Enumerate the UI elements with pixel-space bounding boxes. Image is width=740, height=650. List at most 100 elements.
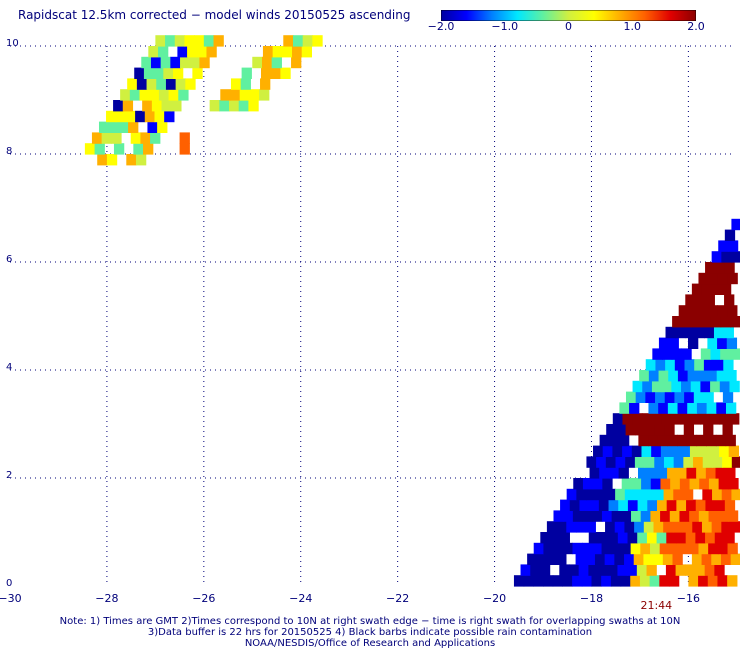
wind-cell <box>679 510 690 522</box>
wind-cell <box>602 445 614 457</box>
wind-cell <box>731 218 740 231</box>
wind-cell <box>675 326 686 339</box>
wind-cell <box>568 564 580 576</box>
wind-cell <box>681 380 692 393</box>
wind-cell <box>566 521 577 533</box>
wind-cell <box>711 251 722 263</box>
wind-cell <box>134 67 145 79</box>
wind-cell <box>639 575 651 587</box>
wind-cell <box>592 478 603 490</box>
wind-difference-cells <box>84 35 740 587</box>
wind-cell <box>523 575 534 587</box>
wind-cell <box>691 553 703 565</box>
wind-cell <box>644 424 656 436</box>
wind-cell <box>704 564 715 576</box>
wind-cell <box>714 564 725 576</box>
wind-cell <box>698 575 709 587</box>
wind-cell <box>696 402 708 414</box>
wind-cell <box>593 445 604 457</box>
wind-cell <box>694 359 705 371</box>
y-tick-label: 4 <box>6 362 13 373</box>
wind-cell <box>158 89 170 101</box>
wind-cell <box>645 359 657 371</box>
wind-cell <box>292 35 304 47</box>
wind-cell <box>706 434 717 447</box>
wind-cell <box>291 56 302 69</box>
wind-cell <box>160 56 171 69</box>
wind-cell <box>662 348 673 360</box>
wind-cell <box>710 348 721 360</box>
wind-cell <box>147 121 158 133</box>
wind-cell <box>711 283 722 295</box>
wind-cell <box>575 553 586 565</box>
wind-cell <box>543 542 554 555</box>
footnote-line-1: Note: 1) Times are GMT 2)Times correspon… <box>59 616 681 627</box>
wind-cell <box>709 413 721 425</box>
wind-cell <box>722 456 733 468</box>
wind-cell <box>672 316 683 328</box>
wind-cell <box>677 370 689 382</box>
wind-cell <box>598 532 609 544</box>
wind-cell <box>727 272 738 285</box>
wind-cell <box>598 499 610 511</box>
wind-cell <box>589 499 600 511</box>
wind-cell <box>724 499 736 511</box>
wind-cell <box>664 424 675 436</box>
wind-cell <box>213 35 224 47</box>
y-tick-label: 2 <box>6 470 13 481</box>
wind-cell <box>549 532 561 544</box>
wind-cell <box>601 542 612 555</box>
wind-cell <box>708 478 720 490</box>
wind-cell <box>717 272 729 285</box>
wind-cell <box>639 370 650 382</box>
wind-cell <box>685 294 696 306</box>
wind-cell <box>669 575 680 587</box>
wind-cell <box>718 240 729 252</box>
wind-cell <box>714 532 726 544</box>
wind-cell <box>717 575 728 587</box>
footnote-line-3: NOAA/NESDIS/Office of Research and Appli… <box>244 638 496 649</box>
wind-cell <box>672 521 684 533</box>
wind-cell <box>666 499 677 511</box>
wind-cell <box>127 78 138 90</box>
wind-cell <box>588 532 600 544</box>
wind-cell <box>675 532 687 544</box>
wind-cell <box>111 132 122 144</box>
wind-cell <box>624 488 636 501</box>
wind-cell <box>252 56 263 69</box>
wind-cell <box>612 445 623 457</box>
wind-cell <box>84 143 96 155</box>
wind-cell <box>140 132 151 144</box>
wind-cell <box>592 510 603 522</box>
wind-cell <box>129 89 141 101</box>
wind-cell <box>657 434 669 447</box>
wind-cell <box>618 499 629 511</box>
wind-cell <box>272 46 283 58</box>
wind-cell <box>614 521 626 533</box>
wind-cell <box>229 100 240 112</box>
wind-cell <box>575 521 587 533</box>
wind-cell <box>156 78 167 90</box>
wind-cell <box>135 154 147 166</box>
wind-cell <box>695 499 707 511</box>
wind-cell <box>630 542 641 555</box>
wind-cell <box>106 154 118 166</box>
wind-cell <box>665 326 676 339</box>
wind-cell <box>666 532 677 544</box>
wind-cell <box>196 46 208 58</box>
wind-cell <box>667 402 679 414</box>
wind-cell <box>271 56 282 69</box>
wind-cell <box>585 521 596 533</box>
wind-cell <box>621 510 632 522</box>
wind-cell <box>203 35 215 47</box>
wind-cell <box>661 413 672 425</box>
wind-cell <box>731 521 740 533</box>
x-tick-label: −18 <box>579 592 604 605</box>
wind-cell <box>688 305 699 317</box>
wind-cell <box>543 575 554 587</box>
wind-cell <box>712 488 723 501</box>
wind-cell <box>673 456 684 468</box>
x-tick-label: −26 <box>192 592 216 605</box>
wind-cell <box>536 553 548 565</box>
